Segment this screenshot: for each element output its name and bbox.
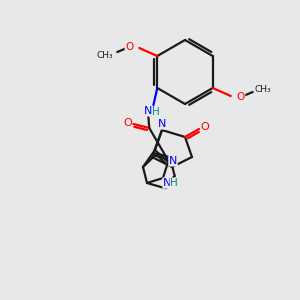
Text: O: O <box>123 118 132 128</box>
Text: O: O <box>237 92 245 102</box>
Text: N: N <box>144 106 152 116</box>
Text: N: N <box>158 119 166 129</box>
Text: O: O <box>125 42 134 52</box>
Text: N: N <box>169 156 177 166</box>
Text: CH₃: CH₃ <box>254 85 271 94</box>
Text: H: H <box>170 178 178 188</box>
Text: O: O <box>201 122 209 132</box>
Text: N: N <box>163 178 171 188</box>
Text: CH₃: CH₃ <box>97 50 114 59</box>
Text: H: H <box>152 107 160 117</box>
